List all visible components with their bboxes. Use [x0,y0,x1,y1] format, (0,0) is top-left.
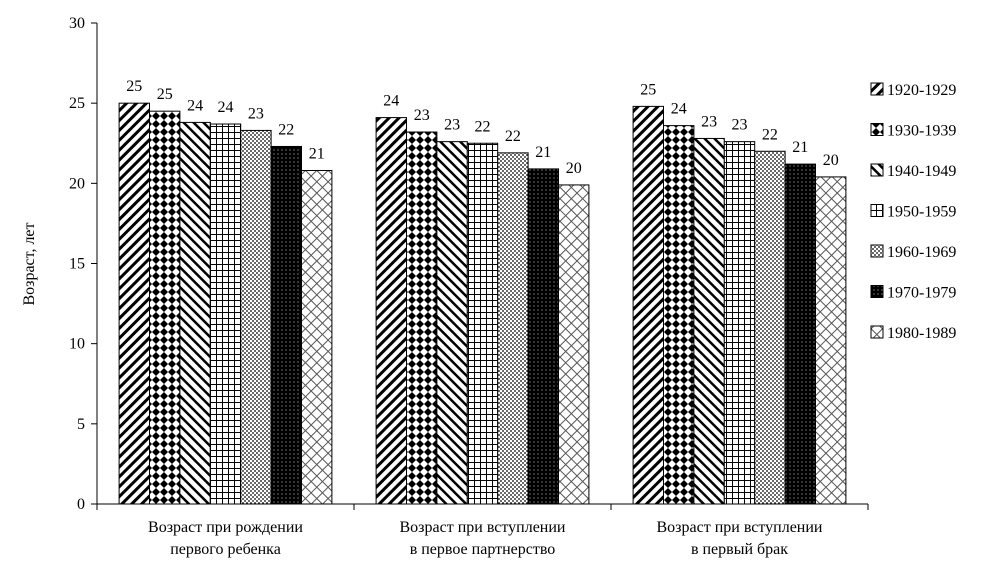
category-label: Возраст при вступлении в первый брак [657,519,823,558]
legend-label: 1950-1959 [887,204,956,221]
legend-label: 1960-1969 [887,244,956,261]
data-label: 24 [187,97,203,114]
legend-swatch [870,325,884,339]
data-label: 24 [218,99,234,116]
legend-label: 1930-1939 [887,123,956,140]
bar [754,150,786,505]
bar [406,131,438,505]
bars: 25 25 24 24 23 22 21 24 23 23 22 22 21 20 25 24 23 23 22 21… [118,78,847,505]
legend-label: 1940-1949 [887,163,956,180]
bar [784,163,816,505]
legend-label: 1970-1979 [887,285,956,302]
bar [466,142,499,505]
legend-swatch [870,285,884,298]
bar [663,125,695,505]
y-tick-label: 20 [69,175,85,192]
legend: 1920-1929 1930-1939 1940-1949 1950-1959 1960… [870,82,956,342]
category-label: Возраст при вступлении в первое партнерст… [400,519,566,558]
legend-swatch [870,82,884,96]
bar [375,117,408,505]
y-axis-title: Возраст, лет [21,222,38,305]
data-label: 23 [444,117,460,134]
data-label: 24 [671,101,687,118]
y-axis: 0 5 10 15 20 25 30 [69,15,98,513]
legend-swatch [870,163,884,177]
y-tick-label: 15 [69,256,85,273]
bar [436,141,468,505]
y-tick-label: 25 [69,95,85,112]
bar [118,102,150,505]
data-label: 23 [701,113,717,130]
y-tick-label: 5 [77,416,85,433]
data-label: 23 [248,105,264,122]
bar [301,170,333,505]
data-label: 22 [505,128,521,145]
data-label: 22 [762,126,778,143]
bar [632,105,664,505]
x-axis: Возраст при рождении первого ребенка Возра… [96,503,869,558]
data-label: 22 [278,121,294,138]
bar [497,152,529,505]
data-label: 21 [309,146,325,163]
bar [270,145,303,505]
legend-swatch [870,204,884,217]
data-label: 25 [126,78,142,95]
legend-label: 1920-1929 [887,82,956,99]
category-label: Возраст при рождении первого ребенка [148,519,303,558]
data-label: 23 [414,107,430,124]
bar [693,137,725,505]
bar [558,184,590,505]
data-label: 25 [640,81,656,98]
data-label: 21 [792,139,808,156]
data-label: 21 [535,144,551,161]
y-tick-label: 10 [69,336,85,353]
legend-swatch [870,123,884,136]
y-tick-label: 0 [77,496,85,513]
bar [815,176,847,505]
legend-swatch [870,244,884,258]
bar [527,168,559,505]
bar [179,121,211,505]
bar [723,141,756,505]
data-label: 20 [566,160,582,177]
bar [149,110,181,505]
data-label: 22 [475,118,491,135]
bar [209,123,242,505]
data-label: 20 [823,152,839,169]
legend-label: 1980-1989 [887,325,956,342]
data-label: 25 [157,86,173,103]
bar [240,129,272,505]
data-label: 23 [732,117,748,134]
data-label: 24 [383,93,399,110]
y-tick-label: 30 [69,15,85,32]
